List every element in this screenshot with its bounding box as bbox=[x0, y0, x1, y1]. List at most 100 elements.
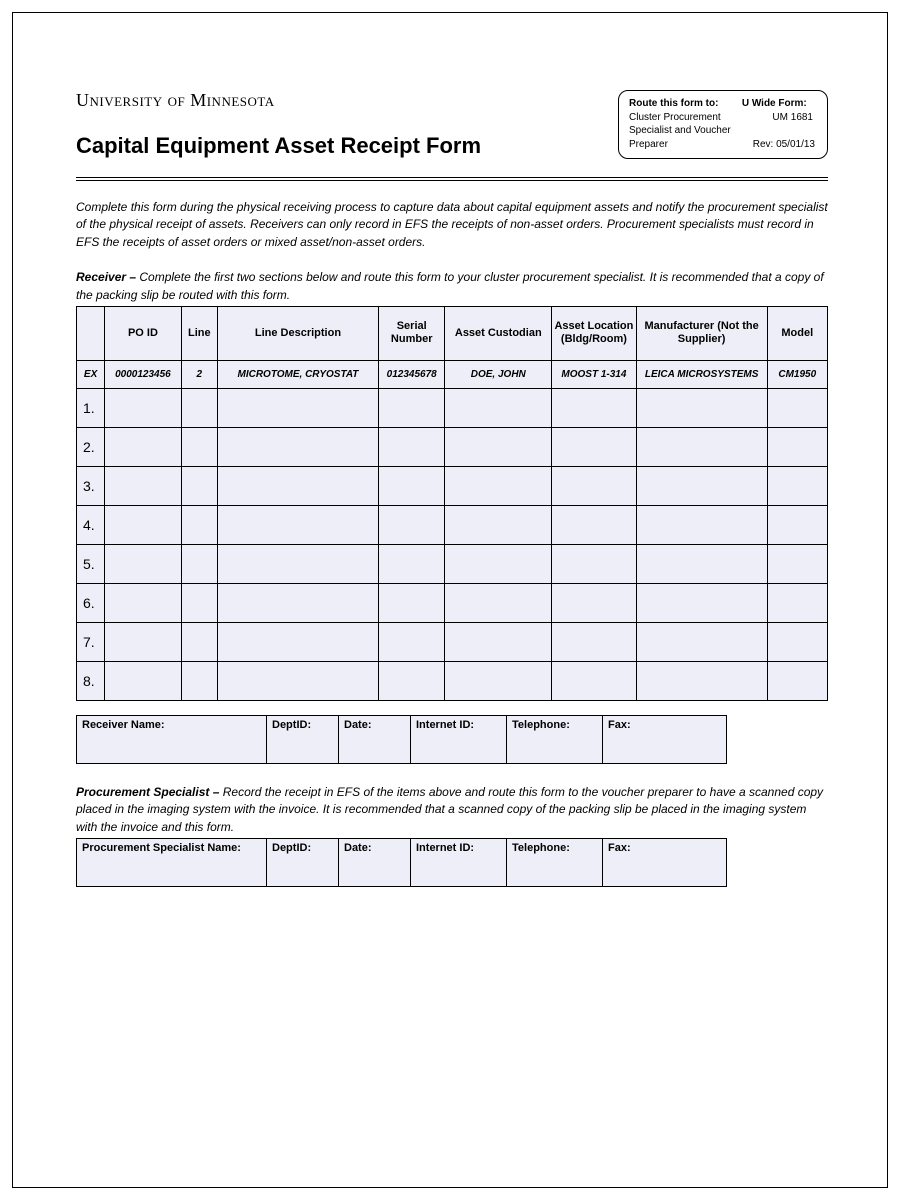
th-location: Asset Location (Bldg/Room) bbox=[552, 306, 637, 360]
cell[interactable] bbox=[181, 505, 217, 544]
cell[interactable] bbox=[445, 427, 552, 466]
th-line: Line bbox=[181, 306, 217, 360]
cell[interactable] bbox=[552, 388, 637, 427]
cell[interactable] bbox=[445, 661, 552, 700]
proc-phone-cell[interactable]: Telephone: bbox=[507, 839, 603, 887]
proc-phone-label: Telephone: bbox=[512, 842, 570, 854]
cell[interactable] bbox=[445, 544, 552, 583]
cell[interactable] bbox=[636, 466, 767, 505]
cell[interactable] bbox=[636, 505, 767, 544]
cell[interactable] bbox=[217, 427, 378, 466]
cell[interactable] bbox=[552, 427, 637, 466]
receiver-contact-table: Receiver Name: DeptID: Date: Internet ID… bbox=[76, 715, 727, 764]
cell[interactable] bbox=[105, 583, 182, 622]
cell[interactable] bbox=[181, 544, 217, 583]
cell[interactable] bbox=[767, 505, 827, 544]
cell[interactable] bbox=[217, 388, 378, 427]
cell[interactable] bbox=[378, 466, 444, 505]
rev-value: 05/01/13 bbox=[776, 139, 815, 150]
cell[interactable] bbox=[552, 505, 637, 544]
asset-table: PO ID Line Line Description Serial Numbe… bbox=[76, 306, 828, 701]
th-blank bbox=[77, 306, 105, 360]
ex-location: MOOST 1-314 bbox=[552, 360, 637, 388]
cell[interactable] bbox=[445, 388, 552, 427]
table-row: 5. bbox=[77, 544, 828, 583]
cell[interactable] bbox=[217, 661, 378, 700]
route-to: Cluster Procurement Specialist and Vouch… bbox=[629, 111, 736, 152]
cell[interactable] bbox=[378, 622, 444, 661]
cell[interactable] bbox=[767, 544, 827, 583]
receiver-fax-cell[interactable]: Fax: bbox=[603, 715, 727, 763]
cell[interactable] bbox=[445, 505, 552, 544]
cell[interactable] bbox=[378, 388, 444, 427]
cell[interactable] bbox=[767, 583, 827, 622]
cell[interactable] bbox=[552, 661, 637, 700]
cell[interactable] bbox=[767, 661, 827, 700]
cell[interactable] bbox=[181, 466, 217, 505]
cell[interactable] bbox=[105, 466, 182, 505]
cell[interactable] bbox=[552, 622, 637, 661]
table-row: 4. bbox=[77, 505, 828, 544]
wide-form-value: UM 1681 bbox=[742, 111, 813, 125]
cell[interactable] bbox=[636, 661, 767, 700]
cell[interactable] bbox=[181, 427, 217, 466]
cell[interactable] bbox=[378, 583, 444, 622]
cell[interactable] bbox=[105, 505, 182, 544]
cell[interactable] bbox=[445, 622, 552, 661]
proc-deptid-cell[interactable]: DeptID: bbox=[267, 839, 339, 887]
cell[interactable] bbox=[217, 583, 378, 622]
cell[interactable] bbox=[552, 466, 637, 505]
cell[interactable] bbox=[636, 388, 767, 427]
cell[interactable] bbox=[445, 466, 552, 505]
cell[interactable] bbox=[767, 388, 827, 427]
receiver-internetid-label: Internet ID: bbox=[416, 719, 474, 731]
ex-poid: 0000123456 bbox=[105, 360, 182, 388]
ex-label: EX bbox=[77, 360, 105, 388]
proc-internetid-cell[interactable]: Internet ID: bbox=[411, 839, 507, 887]
receiver-deptid-cell[interactable]: DeptID: bbox=[267, 715, 339, 763]
cell[interactable] bbox=[636, 427, 767, 466]
cell[interactable] bbox=[105, 661, 182, 700]
cell[interactable] bbox=[181, 622, 217, 661]
receiver-date-label: Date: bbox=[344, 719, 372, 731]
receiver-date-cell[interactable]: Date: bbox=[339, 715, 411, 763]
cell[interactable] bbox=[552, 583, 637, 622]
proc-fax-cell[interactable]: Fax: bbox=[603, 839, 727, 887]
cell[interactable] bbox=[105, 427, 182, 466]
header-left: University of Minnesota Capital Equipmen… bbox=[76, 90, 481, 159]
cell[interactable] bbox=[767, 427, 827, 466]
cell[interactable] bbox=[181, 661, 217, 700]
cell[interactable] bbox=[105, 544, 182, 583]
cell[interactable] bbox=[378, 544, 444, 583]
cell[interactable] bbox=[217, 622, 378, 661]
cell[interactable] bbox=[217, 544, 378, 583]
cell[interactable] bbox=[181, 583, 217, 622]
proc-name-cell[interactable]: Procurement Specialist Name: bbox=[77, 839, 267, 887]
cell[interactable] bbox=[217, 505, 378, 544]
cell[interactable] bbox=[552, 544, 637, 583]
org-name: University of Minnesota bbox=[76, 90, 481, 111]
receiver-internetid-cell[interactable]: Internet ID: bbox=[411, 715, 507, 763]
cell[interactable] bbox=[105, 622, 182, 661]
receiver-phone-cell[interactable]: Telephone: bbox=[507, 715, 603, 763]
rownum: 6. bbox=[77, 583, 105, 622]
receiver-name-cell[interactable]: Receiver Name: bbox=[77, 715, 267, 763]
cell[interactable] bbox=[378, 505, 444, 544]
cell[interactable] bbox=[217, 466, 378, 505]
cell[interactable] bbox=[767, 466, 827, 505]
cell[interactable] bbox=[378, 661, 444, 700]
cell[interactable] bbox=[105, 388, 182, 427]
cell[interactable] bbox=[181, 388, 217, 427]
proc-date-cell[interactable]: Date: bbox=[339, 839, 411, 887]
cell[interactable] bbox=[378, 427, 444, 466]
header: University of Minnesota Capital Equipmen… bbox=[76, 90, 828, 159]
route-box-right: U Wide Form: UM 1681 Rev: 05/01/13 bbox=[742, 97, 817, 152]
receiver-fax-label: Fax: bbox=[608, 719, 631, 731]
cell[interactable] bbox=[636, 544, 767, 583]
cell[interactable] bbox=[445, 583, 552, 622]
cell[interactable] bbox=[636, 583, 767, 622]
proc-deptid-label: DeptID: bbox=[272, 842, 311, 854]
cell[interactable] bbox=[636, 622, 767, 661]
cell[interactable] bbox=[767, 622, 827, 661]
table-row: 8. bbox=[77, 661, 828, 700]
